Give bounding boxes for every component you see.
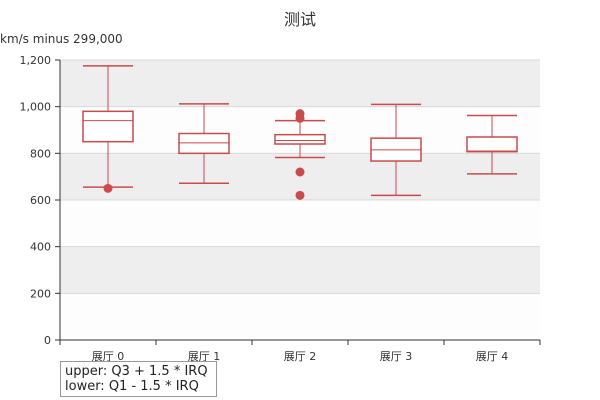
- x-tick-label: 展厅 1: [188, 350, 221, 363]
- box-4: [466, 114, 518, 175]
- outlier-point: [295, 113, 305, 123]
- legend-box: upper: Q3 + 1.5 * IRQ lower: Q1 - 1.5 * …: [60, 361, 217, 397]
- x-tick-label: 展厅 4: [476, 350, 509, 363]
- y-tick-label: 400: [30, 241, 51, 254]
- y-tick-label: 800: [30, 147, 51, 160]
- y-tick-label: 0: [44, 334, 51, 347]
- box-0: [82, 65, 134, 188]
- boxes: [82, 65, 518, 200]
- grid-band: [60, 60, 540, 107]
- box-iqr: [82, 110, 134, 143]
- chart-title: 测试: [283, 10, 316, 29]
- y-tick-label: 200: [30, 287, 51, 300]
- x-tick-label: 展厅 0: [92, 350, 125, 363]
- box-iqr: [466, 136, 518, 153]
- box-1: [178, 103, 230, 184]
- outlier-point: [103, 183, 113, 193]
- outlier-point: [295, 167, 305, 177]
- axes: 0 200 400 600 800 1,000 1,200 展厅 0 展厅 1 展厅 2 展厅 3 展…: [20, 54, 541, 363]
- box-3: [370, 103, 422, 197]
- outlier-point: [295, 190, 305, 200]
- grid-band: [60, 246, 540, 294]
- grid-bands: [60, 59, 540, 340]
- grid-band: [60, 200, 540, 247]
- x-tick-label: 展厅 3: [380, 350, 413, 363]
- y-tick-label: 600: [30, 194, 51, 207]
- box-iqr: [274, 133, 326, 145]
- box-iqr: [178, 132, 230, 155]
- y-axis-label: km/s minus 299,000: [0, 32, 123, 46]
- grid-band: [60, 293, 540, 340]
- y-tick-label: 1,000: [20, 101, 52, 114]
- legend-lower-text: lower: Q1 - 1.5 * IRQ: [65, 379, 199, 394]
- x-tick-label: 展厅 2: [284, 350, 317, 363]
- legend-upper-text: upper: Q3 + 1.5 * IRQ: [65, 364, 208, 379]
- y-tick-label: 1,200: [20, 54, 52, 67]
